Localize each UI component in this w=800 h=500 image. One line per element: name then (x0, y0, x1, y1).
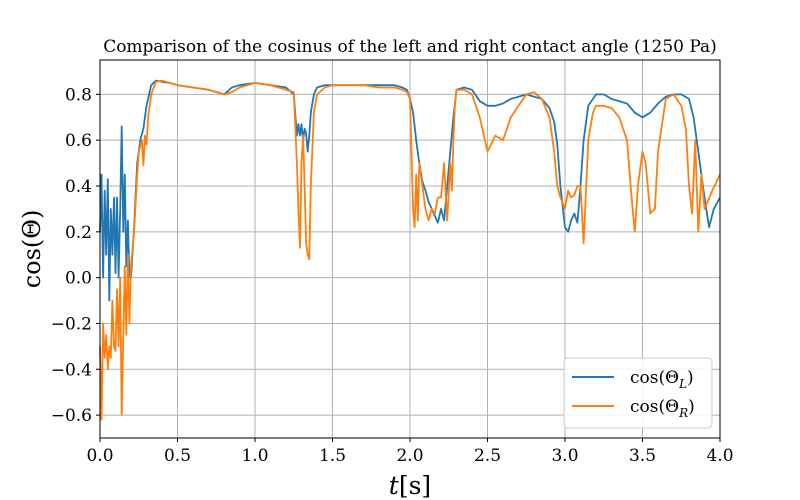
x-tick-label: 0.5 (164, 446, 191, 466)
x-tick-label: 1.5 (319, 446, 346, 466)
y-tick-label: 0.0 (65, 269, 92, 289)
legend-label-right-base: cos(Θ (630, 397, 679, 417)
x-tick-label: 1.0 (241, 446, 268, 466)
y-tick-label: 0.6 (65, 131, 92, 151)
x-axis-unit: [s] (399, 471, 431, 500)
y-ticks: −0.6 −0.4 −0.2 0.0 0.2 0.4 0.6 0.8 (51, 85, 100, 426)
legend-label-left-base: cos(Θ (630, 368, 679, 388)
x-ticks: 0.0 0.5 1.0 1.5 2.0 2.5 3.0 3.5 4.0 (86, 438, 734, 466)
grid-lines (99, 60, 721, 438)
legend: cos(ΘL) cos(ΘR) (563, 357, 713, 429)
x-axis-title: t[s] (389, 471, 431, 500)
legend-label-left: cos(ΘL) (630, 368, 694, 391)
plot-series (99, 79, 721, 421)
y-tick-label: 0.4 (65, 177, 92, 197)
x-tick-label: 2.0 (396, 446, 423, 466)
legend-label-right-close: ) (688, 397, 695, 417)
x-tick-label: 2.5 (474, 446, 501, 466)
y-tick-label: −0.2 (51, 314, 92, 334)
y-tick-label: 0.8 (65, 85, 92, 105)
chart-title: Comparison of the cosinus of the left an… (103, 37, 717, 57)
y-axis-title: cos(Θ) (18, 210, 46, 289)
series-line-cos-theta-right (99, 79, 721, 421)
legend-label-left-sub: L (678, 377, 687, 391)
x-tick-label: 0.0 (86, 446, 113, 466)
legend-label-right: cos(ΘR) (630, 397, 695, 420)
legend-label-right-sub: R (678, 406, 688, 420)
legend-label-left-close: ) (687, 368, 694, 388)
x-axis-variable: t (389, 471, 400, 500)
x-tick-label: 3.0 (551, 446, 578, 466)
x-tick-label: 3.5 (629, 446, 656, 466)
y-tick-label: −0.4 (51, 360, 92, 380)
y-tick-label: −0.6 (51, 406, 92, 426)
legend-box (563, 357, 713, 429)
x-tick-label: 4.0 (706, 446, 733, 466)
y-tick-label: 0.2 (65, 223, 92, 243)
